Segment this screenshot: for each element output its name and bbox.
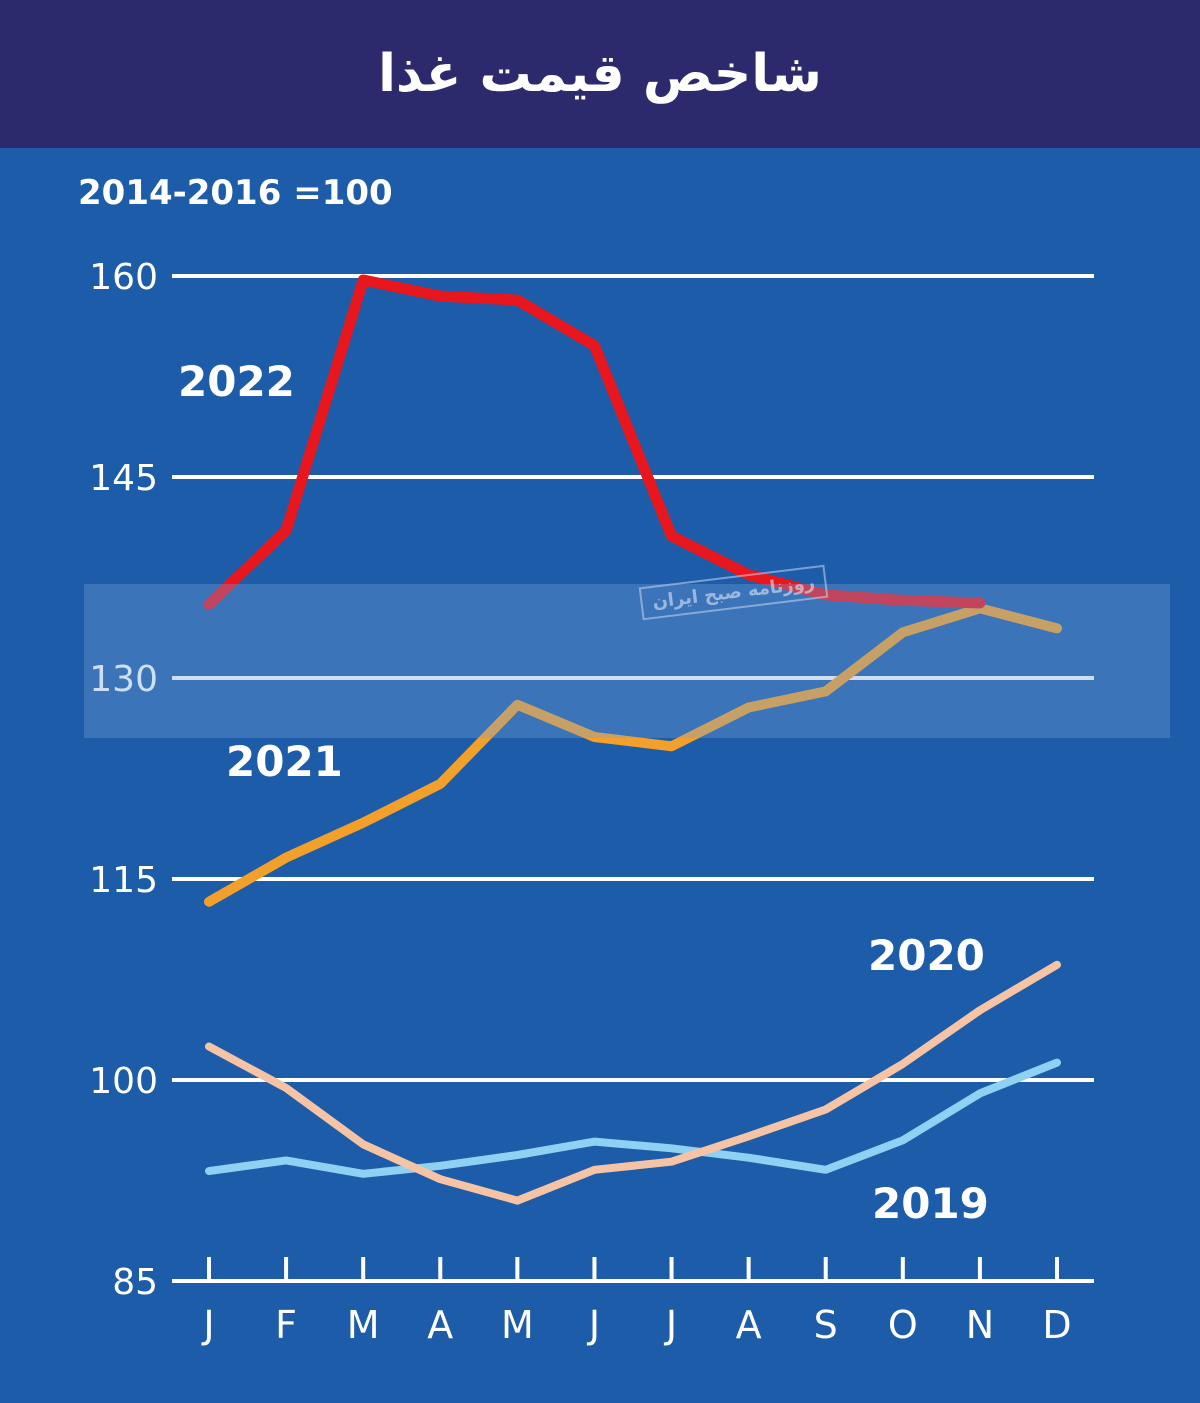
x-tick-label: J — [201, 1303, 214, 1347]
y-tick-label: 145 — [89, 458, 158, 499]
title-bar: شاخص قیمت غذا — [0, 0, 1200, 148]
y-axis-ticks: 85 100 115 130 145 160 — [89, 257, 158, 1303]
x-tick-label: N — [966, 1303, 994, 1347]
y-tick-label: 115 — [89, 860, 158, 901]
chart-title: شاخص قیمت غذا — [378, 44, 822, 104]
series-label-2019: 2019 — [872, 1179, 989, 1228]
y-tick-label: 100 — [89, 1061, 158, 1102]
grid-lines — [172, 274, 1094, 1283]
series-line-2020 — [205, 960, 1061, 1205]
series-lines — [203, 274, 1062, 1205]
series-labels: 2022 2021 2020 2019 — [178, 357, 989, 1228]
x-tick-label: A — [736, 1303, 762, 1347]
x-tick-label: J — [587, 1303, 600, 1347]
x-tick-label: O — [888, 1303, 918, 1347]
x-tick-label: M — [501, 1303, 534, 1347]
series-line-2022 — [203, 274, 986, 610]
series-line-2021 — [204, 603, 1062, 907]
x-tick-label: J — [664, 1303, 677, 1347]
x-tick-label: A — [427, 1303, 453, 1347]
y-tick-label: 130 — [89, 659, 158, 700]
x-tick-label: D — [1042, 1303, 1071, 1347]
x-tick-label: F — [275, 1303, 297, 1347]
series-label-2021: 2021 — [226, 737, 343, 786]
series-label-2022: 2022 — [178, 357, 295, 406]
series-label-2020: 2020 — [868, 931, 985, 980]
y-tick-label: 85 — [112, 1262, 158, 1303]
series-line-2019 — [205, 1058, 1061, 1178]
y-tick-label: 160 — [89, 257, 158, 298]
x-tick-label: S — [814, 1303, 838, 1347]
chart-subtitle: 2014-2016 =100 — [78, 173, 393, 213]
x-tick-label: M — [347, 1303, 380, 1347]
